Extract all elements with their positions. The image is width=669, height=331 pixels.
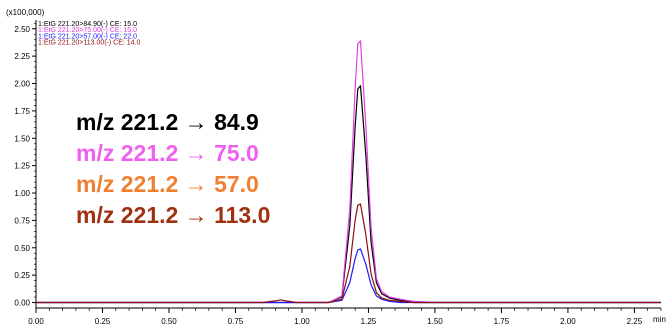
y-tick-label: 1.25	[14, 162, 30, 171]
transition-label: m/z 221.2 → 75.0	[76, 140, 259, 166]
legend-entry: 1:EtG 221.20>75.00(-) CE: 15.0	[38, 27, 137, 34]
tick-marks: 0.00 0.25 0.50 0.75 1.00 1.25 1.50 1.75 2.00 2.25…	[14, 22, 662, 326]
legend-entry: 1:EtG 221.20>84.90(-) CE: 15.0	[38, 21, 137, 28]
y-tick-label: 1.00	[14, 189, 30, 198]
series-line-3	[36, 248, 661, 304]
x-unit-label: min	[653, 315, 666, 324]
x-tick-label: 0.75	[228, 317, 244, 326]
x-tick-label: 1.75	[494, 317, 510, 326]
y-tick-label: 1.50	[14, 134, 30, 143]
x-tick-label: 1.00	[294, 317, 310, 326]
series-line-4	[36, 203, 661, 304]
x-tick-label: 2.25	[627, 317, 643, 326]
x-tick-label: 0.25	[95, 317, 111, 326]
legend-entry: 1:EtG 221.20>57.00(-) CE: 22.0	[38, 33, 137, 40]
series-line-2	[36, 40, 661, 304]
transition-label: m/z 221.2 → 57.0	[76, 171, 259, 197]
x-tick-label: 0.00	[28, 317, 44, 326]
x-tick-label: 1.50	[427, 317, 443, 326]
y-tick-label: 2.25	[14, 52, 30, 61]
y-tick-label: 0.00	[14, 299, 30, 308]
x-tick-label: 2.00	[560, 317, 576, 326]
legend-entry: 1:EtG 221.20>113.00(-) CE: 14.0	[38, 40, 141, 47]
y-tick-label: 1.75	[14, 107, 30, 116]
series-lines	[36, 40, 661, 304]
axes	[35, 20, 661, 309]
y-tick-label: 2.50	[14, 25, 30, 34]
y-multiplier-label: (x100,000)	[6, 8, 45, 17]
legend: 1:EtG 221.20>84.90(-) CE: 15.01:EtG 221.…	[38, 21, 141, 47]
y-tick-label: 0.25	[14, 271, 30, 280]
x-tick-label: 1.25	[361, 317, 377, 326]
transition-label: m/z 221.2 → 84.9	[76, 109, 259, 135]
transition-annotations: m/z 221.2 → 84.9 m/z 221.2 → 75.0 m/z 221.…	[76, 109, 270, 228]
x-tick-label: 0.50	[161, 317, 177, 326]
y-tick-label: 0.50	[14, 244, 30, 253]
y-tick-label: 2.00	[14, 80, 30, 89]
transition-label: m/z 221.2 → 113.0	[76, 202, 270, 228]
y-tick-label: 0.75	[14, 216, 30, 225]
